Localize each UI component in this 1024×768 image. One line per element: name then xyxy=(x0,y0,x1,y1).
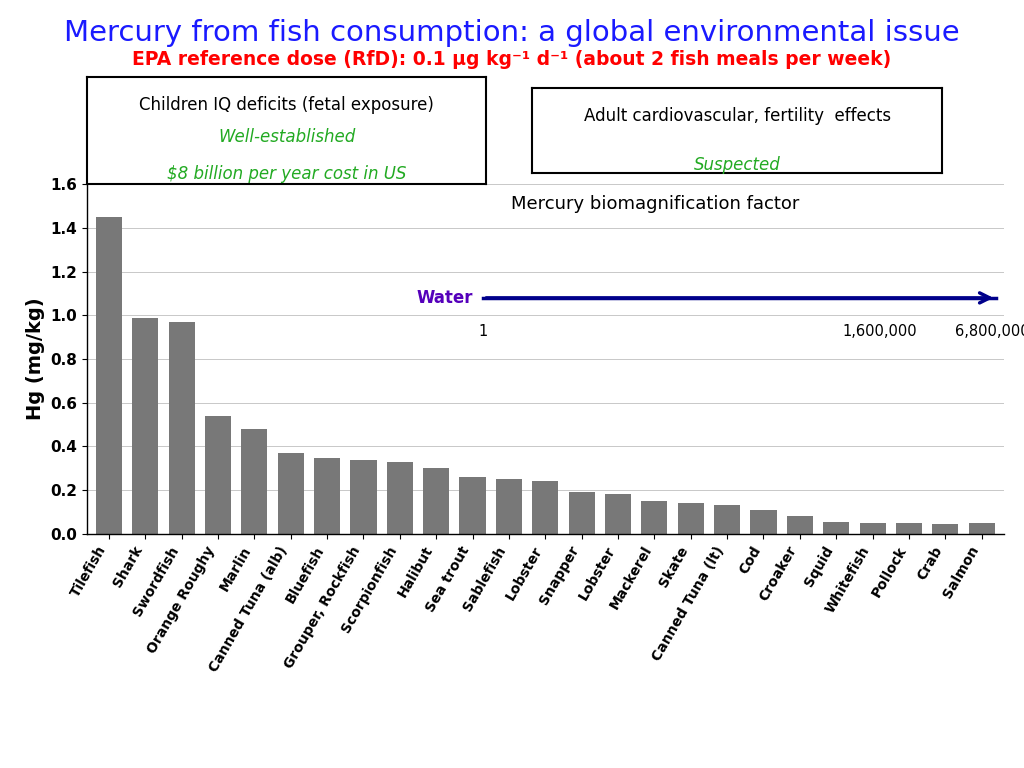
Bar xyxy=(314,458,340,534)
Text: Mercury from fish consumption: a global environmental issue: Mercury from fish consumption: a global … xyxy=(65,19,959,47)
Bar xyxy=(932,524,958,534)
Bar xyxy=(169,322,195,534)
Bar xyxy=(460,477,485,534)
Text: 1,600,000: 1,600,000 xyxy=(843,324,918,339)
Text: Adult cardiovascular, fertility  effects: Adult cardiovascular, fertility effects xyxy=(584,107,891,125)
Bar xyxy=(605,495,631,534)
Text: Mercury biomagnification factor: Mercury biomagnification factor xyxy=(511,195,800,213)
Bar xyxy=(896,523,922,534)
Text: $8 billion per year cost in US: $8 billion per year cost in US xyxy=(167,165,407,183)
Bar xyxy=(423,468,450,534)
Bar xyxy=(532,482,558,534)
Bar xyxy=(823,521,849,534)
Bar xyxy=(786,516,813,534)
Bar xyxy=(641,501,668,534)
Bar xyxy=(969,523,994,534)
Bar xyxy=(278,453,304,534)
Bar xyxy=(242,429,267,534)
Bar xyxy=(132,317,159,534)
Bar xyxy=(568,492,595,534)
Bar xyxy=(859,523,886,534)
Bar xyxy=(751,510,776,534)
Bar xyxy=(496,479,522,534)
Text: EPA reference dose (RfD): 0.1 μg kg⁻¹ d⁻¹ (about 2 fish meals per week): EPA reference dose (RfD): 0.1 μg kg⁻¹ d⁻… xyxy=(132,50,892,69)
Y-axis label: Hg (mg/kg): Hg (mg/kg) xyxy=(26,298,45,420)
Bar xyxy=(387,462,413,534)
Text: Water: Water xyxy=(416,289,472,307)
Text: 6,800,000: 6,800,000 xyxy=(955,324,1024,339)
Bar xyxy=(205,415,231,534)
Text: Suspected: Suspected xyxy=(694,156,780,174)
Text: Well-established: Well-established xyxy=(218,128,355,147)
Text: 1: 1 xyxy=(479,324,488,339)
Bar xyxy=(96,217,122,534)
Bar xyxy=(350,459,377,534)
Bar xyxy=(714,505,740,534)
Bar xyxy=(678,503,703,534)
Text: Children IQ deficits (fetal exposure): Children IQ deficits (fetal exposure) xyxy=(139,96,434,114)
